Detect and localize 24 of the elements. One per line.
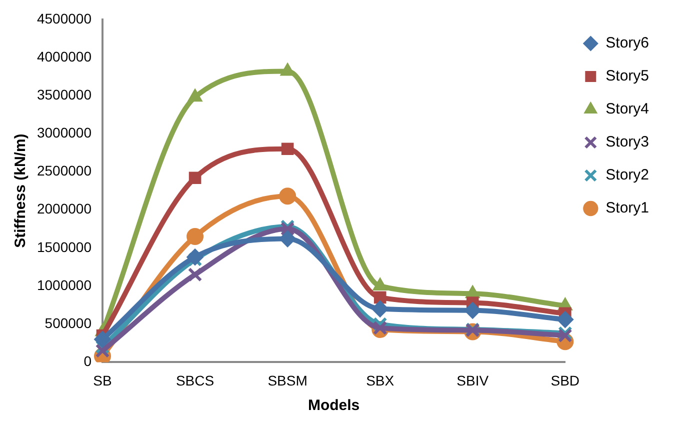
x-tick-label: SBSM [268, 372, 308, 388]
x-tick-label: SBD [550, 372, 580, 388]
x-tick-label: SBX [366, 372, 395, 388]
y-tick-label: 3000000 [36, 124, 92, 141]
x-tick-label: SBIV [456, 372, 490, 388]
y-tick-label: 4000000 [36, 48, 92, 64]
legend-label: Story3 [606, 134, 650, 151]
y-tick-label: 500000 [44, 314, 92, 331]
x-tick-label: SB [93, 372, 112, 388]
y-tick-label: 4500000 [36, 10, 92, 26]
legend-label: Story2 [606, 166, 650, 184]
y-axis-title: Stiffness (kN/m) [12, 134, 30, 248]
legend-label: Story4 [606, 100, 650, 118]
y-tick-label: 2000000 [36, 200, 92, 217]
y-tick-label: 0 [84, 353, 92, 370]
y-tick-label: 1500000 [36, 238, 92, 255]
y-tick-label: 1000000 [36, 276, 92, 293]
x-tick-label: SBCS [176, 372, 214, 388]
legend-label: Story5 [606, 68, 650, 85]
y-tick-label: 2500000 [36, 162, 92, 179]
legend-label: Story6 [606, 34, 650, 52]
y-tick-label: 3500000 [36, 86, 92, 102]
x-axis-title: Models [308, 397, 360, 414]
legend-label: Story1 [606, 200, 650, 217]
